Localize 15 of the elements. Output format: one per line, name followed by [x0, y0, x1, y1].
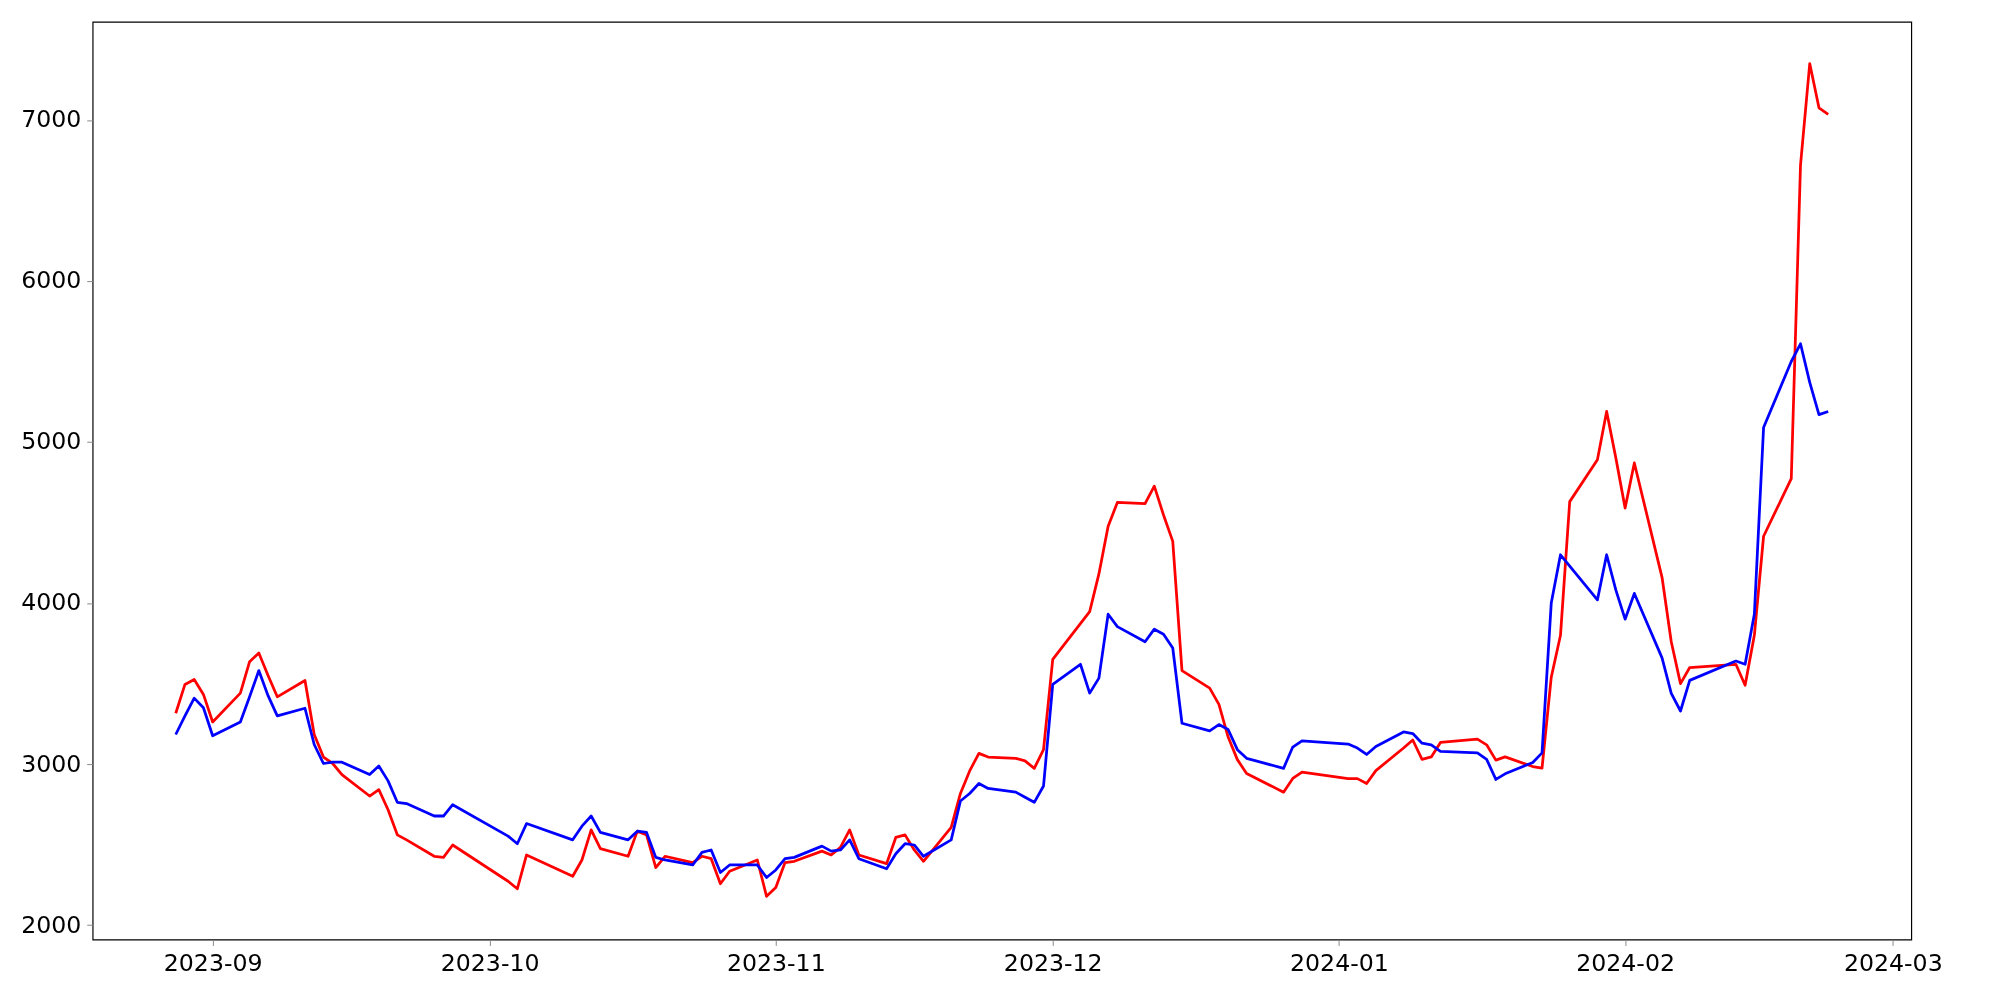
x-tick-label: 2023-09	[163, 948, 263, 977]
x-tick-label: 2024-03	[1843, 948, 1943, 977]
y-tick-label: 3000	[21, 749, 82, 778]
x-tick-label: 2023-11	[726, 948, 826, 977]
y-tick-label: 7000	[21, 105, 82, 134]
x-tick-label: 2024-01	[1290, 948, 1389, 977]
x-tick-label: 2023-10	[440, 948, 540, 977]
line-series	[174, 62, 1830, 898]
y-tick-label: 4000	[21, 588, 82, 617]
x-tick-label: 2023-12	[1003, 948, 1103, 977]
y-tick-label: 6000	[21, 266, 82, 295]
x-tick-label: 2024-02	[1576, 948, 1675, 977]
y-tick-label: 2000	[21, 910, 82, 939]
line-series	[174, 342, 1830, 879]
y-tick-label: 5000	[21, 427, 82, 456]
